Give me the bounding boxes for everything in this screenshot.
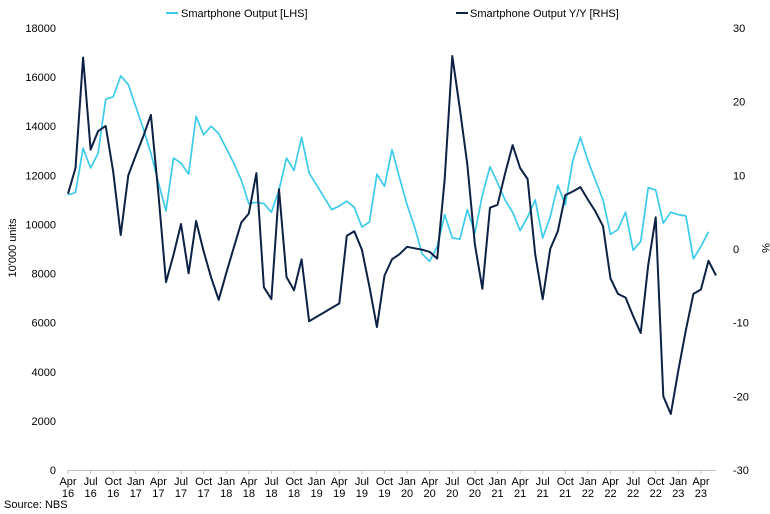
source-note: Source: NBS: [4, 499, 68, 511]
x-tick-label: Jul: [536, 476, 550, 488]
x-tick-label: 18: [220, 488, 232, 500]
y-left-tick-label: 8000: [32, 269, 56, 281]
y-right-tick-label: -10: [733, 318, 749, 330]
y-right-tick-label: 20: [733, 97, 745, 109]
x-tick-label: Apr: [150, 476, 167, 488]
x-tick-label: 16: [107, 488, 119, 500]
x-tick-label: 20: [469, 488, 481, 500]
x-tick-label: Oct: [376, 476, 393, 488]
x-tick-label: Jul: [445, 476, 459, 488]
x-tick-label: 20: [446, 488, 458, 500]
y-left-tick-label: 4000: [32, 367, 56, 379]
x-tick-label: 17: [198, 488, 210, 500]
x-tick-label: Apr: [59, 476, 76, 488]
y-left-tick-label: 10000: [25, 219, 56, 231]
y-left-tick-label: 0: [50, 465, 56, 477]
x-tick-label: 18: [265, 488, 277, 500]
x-tick-label: 20: [401, 488, 413, 500]
x-tick-label: 16: [62, 488, 74, 500]
x-tick-label: 22: [627, 488, 639, 500]
x-tick-label: 18: [288, 488, 300, 500]
x-tick-label: Jul: [84, 476, 98, 488]
x-tick-label: Apr: [602, 476, 619, 488]
right-axis-title: %: [759, 243, 770, 253]
y-left-tick-label: 18000: [25, 23, 56, 35]
x-tick-label: 17: [130, 488, 142, 500]
legend: Smartphone Output [LHS] Smartphone Outpu…: [166, 8, 619, 20]
x-tick-label: Jan: [217, 476, 235, 488]
x-tick-label: 21: [514, 488, 526, 500]
x-tick-label: Oct: [647, 476, 664, 488]
y-right-tick-label: -20: [733, 391, 749, 403]
x-tick-label: Jan: [579, 476, 597, 488]
x-tick-label: 22: [650, 488, 662, 500]
series-line-output: [67, 75, 710, 263]
x-tick-label: Jan: [127, 476, 145, 488]
legend-label-yoy: Smartphone Output Y/Y [RHS]: [470, 8, 619, 20]
x-tick-label: Apr: [240, 476, 257, 488]
x-tick-label: 23: [695, 488, 707, 500]
x-tick-label: Jan: [669, 476, 687, 488]
y-right-tick-label: 10: [733, 170, 745, 182]
x-tick-label: 21: [537, 488, 549, 500]
x-tick-label: 18: [243, 488, 255, 500]
series-line-yoy: [67, 55, 717, 415]
x-tick-label: Jan: [489, 476, 507, 488]
y-right-tick-label: 0: [733, 244, 739, 256]
x-tick-label: Jul: [355, 476, 369, 488]
x-tick-label: Jul: [264, 476, 278, 488]
x-tick-label: Oct: [105, 476, 122, 488]
x-tick-label: Oct: [557, 476, 574, 488]
y-right-tick-label: 30: [733, 23, 745, 35]
x-tick-label: Oct: [466, 476, 483, 488]
x-tick-label: 19: [333, 488, 345, 500]
y-right-tick-label: -30: [733, 465, 749, 477]
x-tick-label: 21: [491, 488, 503, 500]
x-tick-label: Jul: [626, 476, 640, 488]
x-tick-label: 22: [582, 488, 594, 500]
x-tick-label: 19: [378, 488, 390, 500]
axes: 0200040006000800010000120001400016000180…: [25, 23, 749, 500]
y-left-tick-label: 6000: [32, 318, 56, 330]
x-tick-label: 19: [356, 488, 368, 500]
x-tick-label: Jul: [174, 476, 188, 488]
legend-label-output: Smartphone Output [LHS]: [181, 8, 308, 20]
x-tick-label: Oct: [195, 476, 212, 488]
x-tick-label: 20: [424, 488, 436, 500]
y-left-tick-label: 16000: [25, 72, 56, 84]
left-axis-title: 10'000 units: [7, 218, 19, 277]
y-left-tick-label: 12000: [25, 170, 56, 182]
x-tick-label: 19: [311, 488, 323, 500]
x-tick-label: Apr: [692, 476, 709, 488]
y-left-tick-label: 14000: [25, 121, 56, 133]
x-tick-label: 22: [604, 488, 616, 500]
x-tick-label: Jan: [308, 476, 326, 488]
x-tick-label: Jan: [398, 476, 416, 488]
x-tick-label: Apr: [512, 476, 529, 488]
x-tick-label: 17: [175, 488, 187, 500]
x-tick-label: 17: [152, 488, 164, 500]
series-group: [67, 55, 717, 415]
x-tick-label: 21: [559, 488, 571, 500]
x-tick-label: 16: [84, 488, 96, 500]
x-tick-label: Apr: [421, 476, 438, 488]
x-tick-label: Apr: [331, 476, 348, 488]
x-tick-label: Oct: [285, 476, 302, 488]
x-tick-label: 23: [672, 488, 684, 500]
y-left-tick-label: 2000: [32, 416, 56, 428]
